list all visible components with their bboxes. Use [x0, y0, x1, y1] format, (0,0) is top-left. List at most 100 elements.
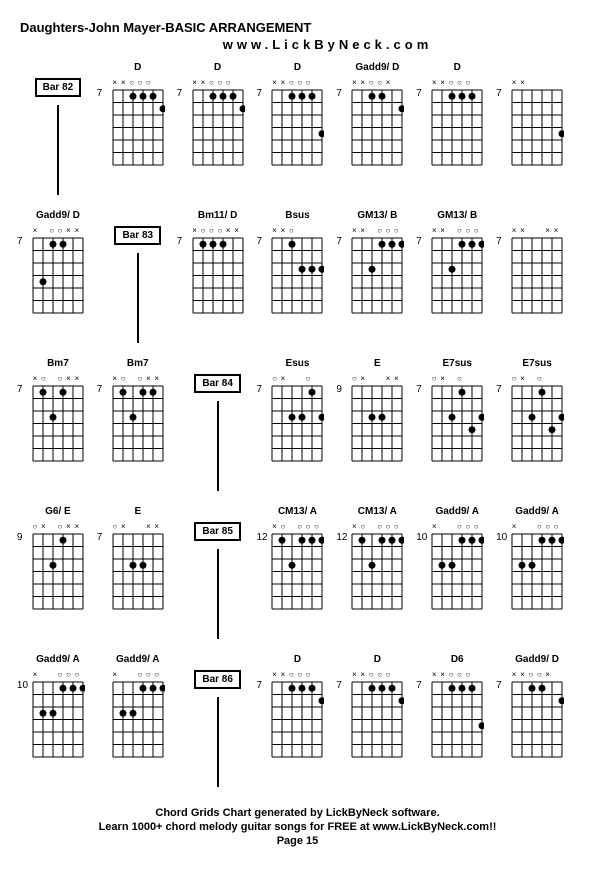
chord-diagram: 7 ××○○○ [270, 78, 324, 167]
fret-number: 9 [17, 532, 23, 543]
chord-diagram: 7 ××○○○ [350, 226, 404, 315]
bar-line-icon [217, 697, 219, 787]
fret-number: 7 [416, 680, 422, 691]
fret-number: 7 [256, 680, 262, 691]
chord-row: G6/ E 9 ○×○×× E 7 ○××× Bar 85 CM13/ A 12… [20, 506, 575, 639]
chord-name: GM13/ B [437, 210, 477, 224]
chord-diagram: 7 ××○○○ [350, 670, 404, 759]
bar-marker: Bar 82 [20, 62, 96, 195]
fret-number: 7 [496, 236, 502, 247]
chord-name: Gadd9/ A [435, 506, 479, 520]
chord-diagram: 7 ××○○○ [270, 670, 324, 759]
chord-name: D [294, 654, 301, 668]
bar-label: Bar 86 [194, 670, 241, 689]
fret-number: 7 [416, 384, 422, 395]
chord-name: GM13/ B [357, 210, 397, 224]
fret-number: 7 [177, 88, 183, 99]
bar-marker: Bar 85 [180, 506, 256, 639]
chord-row: Gadd9/ D 7 ×○○×× Bar 83 Bm11/ D 7 ×○○○××… [20, 210, 575, 343]
chord-cell: E7sus 7 ○×○ [419, 358, 495, 491]
chord-name: D [214, 62, 221, 76]
fret-number: 7 [256, 236, 262, 247]
chord-diagram: ×○○○ [111, 670, 165, 759]
bar-line-icon [217, 401, 219, 491]
chord-diagram: 7 ×○○×× [31, 374, 85, 463]
chord-name [536, 62, 539, 76]
header: Daughters-John Mayer-BASIC ARRANGEMENT w… [20, 20, 575, 52]
chord-name: CM13/ A [358, 506, 397, 520]
chord-cell: Esus 7 ○×○ [260, 358, 336, 491]
chord-cell: 7 ×× [499, 62, 575, 195]
fret-number: 7 [97, 88, 103, 99]
fret-number: 7 [496, 88, 502, 99]
fret-number: 7 [496, 384, 502, 395]
chord-name: E [134, 506, 141, 520]
chord-name: E7sus [442, 358, 471, 372]
chord-diagram: 10 ×○○○ [31, 670, 85, 759]
chord-diagram: 7 ×× [510, 78, 564, 167]
chord-diagram: 7 ×○○×× [111, 374, 165, 463]
chord-cell: D 7 ××○○○ [339, 654, 415, 787]
footer: Chord Grids Chart generated by LickByNec… [20, 807, 575, 847]
fret-number: 7 [336, 236, 342, 247]
chord-name: Gadd9/ D [515, 654, 559, 668]
chord-cell: Gadd9/ A 10 ×○○○ [20, 654, 96, 787]
chord-name: Esus [286, 358, 310, 372]
chord-name: G6/ E [45, 506, 71, 520]
chord-cell: D6 7 ××○○○ [419, 654, 495, 787]
chord-diagram: 12 ×○○○○ [350, 522, 404, 611]
chord-name: CM13/ A [278, 506, 317, 520]
chord-name: Bm11/ D [198, 210, 237, 224]
chord-name: D [374, 654, 381, 668]
chord-name: Bsus [285, 210, 309, 224]
fret-number: 9 [336, 384, 342, 395]
chord-diagram: 7 ×○○○×× [191, 226, 245, 315]
chord-cell: Gadd9/ D 7 ××○○× [339, 62, 415, 195]
chord-name: D [134, 62, 141, 76]
fret-number: 12 [336, 532, 347, 543]
chord-row: Bar 82 D 7 ××○○○ D 7 ××○○○ D 7 ××○○○ [20, 62, 575, 195]
bar-label: Bar 83 [114, 226, 161, 245]
chord-cell: E 9 ○××× [339, 358, 415, 491]
chord-diagram: 12 ×○○○○ [270, 522, 324, 611]
footer-line-2: Learn 1000+ chord melody guitar songs fo… [20, 821, 575, 833]
footer-line-3: Page 15 [20, 835, 575, 847]
fret-number: 7 [416, 236, 422, 247]
bar-marker: Bar 84 [180, 358, 256, 491]
chord-name: Gadd9/ A [116, 654, 160, 668]
chord-diagram: 7 ××○ [270, 226, 324, 315]
fret-number: 7 [256, 384, 262, 395]
fret-number: 7 [256, 88, 262, 99]
website-subtitle: www.LickByNeck.com [80, 37, 575, 52]
chord-name: Bm7 [47, 358, 69, 372]
fret-number: 7 [17, 236, 23, 247]
chord-name: Gadd9/ D [355, 62, 399, 76]
chord-diagram: 10 ×○○○ [510, 522, 564, 611]
chord-cell: D 7 ××○○○ [100, 62, 176, 195]
chord-diagram: 7 ××○○○ [111, 78, 165, 167]
chord-row: Gadd9/ A 10 ×○○○ Gadd9/ A ×○○○ Bar 86 D … [20, 654, 575, 787]
chord-cell: D 7 ××○○○ [260, 62, 336, 195]
chord-name: D [454, 62, 461, 76]
chord-cell: Bsus 7 ××○ [260, 210, 336, 343]
footer-line-1: Chord Grids Chart generated by LickByNec… [20, 807, 575, 819]
chord-diagram: 7 ○×○ [270, 374, 324, 463]
fret-number: 7 [177, 236, 183, 247]
chord-name: Bm7 [127, 358, 149, 372]
chord-diagram: 9 ○×○×× [31, 522, 85, 611]
bar-marker: Bar 83 [100, 210, 176, 343]
chord-name: D6 [451, 654, 464, 668]
chord-name: E7sus [522, 358, 551, 372]
chord-cell: Bm7 7 ×○○×× [20, 358, 96, 491]
chord-cell: 7 ×××× [499, 210, 575, 343]
bar-label: Bar 84 [194, 374, 241, 393]
chord-cell: CM13/ A 12 ×○○○○ [339, 506, 415, 639]
chord-diagram: 7 ××○○○ [430, 670, 484, 759]
chord-cell: Gadd9/ D 7 ××○○× [499, 654, 575, 787]
fret-number: 10 [496, 532, 507, 543]
bar-label: Bar 82 [35, 78, 82, 97]
fret-number: 10 [17, 680, 28, 691]
chord-diagram: 7 ××○○○ [191, 78, 245, 167]
chord-diagram: 7 ○×○ [430, 374, 484, 463]
chord-row: Bm7 7 ×○○×× Bm7 7 ×○○×× Bar 84 Esus 7 ○×… [20, 358, 575, 491]
